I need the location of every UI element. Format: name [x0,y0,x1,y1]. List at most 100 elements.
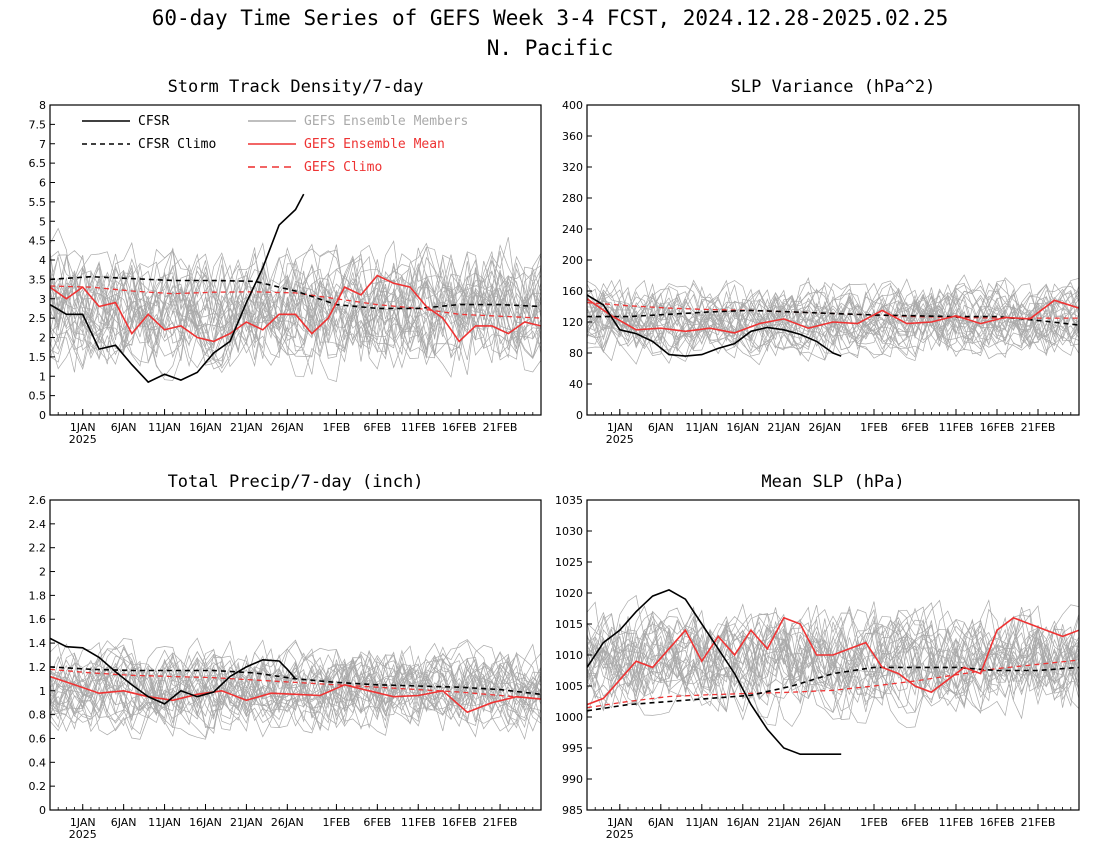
x-tick-label: 1JAN [70,421,96,434]
member-line [587,628,1079,702]
x-year-label: 2025 [606,433,634,446]
member-line [50,289,541,378]
member-line [587,305,1079,357]
y-tick-label: 0 [576,409,583,422]
ensemble-members [50,227,541,382]
cfsr-climo-line [587,666,1079,712]
member-line [587,618,1079,693]
y-tick-label: 7 [39,138,46,151]
y-tick-label: 1035 [555,494,583,507]
legend-label-ens-mean: GEFS Ensemble Mean [304,137,445,152]
member-line [50,644,541,713]
x-tick-label: 26JAN [271,816,304,829]
x-tick-label: 26JAN [808,816,841,829]
y-tick-label: 80 [569,347,583,360]
y-tick-label: 1015 [555,618,583,631]
y-tick-label: 2.2 [29,542,47,555]
figure-subtitle: N. Pacific [486,36,614,60]
panel-2: SLP Variance (hPa^2) 0 40 80 120 160 200 240 280… [562,77,1080,446]
y-tick-label: 1030 [555,525,583,538]
x-tick-label: 16JAN [189,816,222,829]
x-tick-label: 11FEB [939,421,974,434]
y-tick-label: 0.6 [29,732,47,745]
x-tick-label: 6FEB [363,816,391,829]
y-tick-label: 6 [39,177,46,190]
member-line [587,277,1079,335]
legend-label-cfsr-climo: CFSR Climo [138,137,216,152]
x-tick-label: 11JAN [685,421,718,434]
panel-1: Storm Track Density/7-day 0 0.5 1 1.5 2 2.5 3 3.… [29,77,542,446]
member-line [587,626,1079,720]
series-lines [50,637,541,714]
y-tick-label: 0.5 [29,390,47,403]
member-line [50,639,541,715]
y-tick-label: 1010 [555,649,583,662]
ensemble-members [587,274,1079,366]
member-line [587,611,1079,693]
y-tick-label: 0 [39,409,46,422]
x-tick-label: 6FEB [363,421,391,434]
member-line [50,672,541,741]
y-tick-label: 4.5 [29,235,47,248]
panel-4: Mean SLP (hPa) 985 990 995 1000 1005 1010 1015 1… [555,472,1080,841]
member-line [50,664,541,734]
x-tick-label: 16JAN [726,421,759,434]
panel-title: Storm Track Density/7-day [168,77,424,97]
gefs-climo-line [587,659,1079,709]
y-tick-label: 3 [39,293,46,306]
x-tick-label: 6JAN [648,421,674,434]
ensemble-members [50,637,541,741]
member-line [587,599,1079,688]
member-line [50,241,541,341]
member-line [50,287,541,369]
x-tick-label: 26JAN [808,421,841,434]
member-line [50,242,541,331]
member-line [50,653,541,721]
x-tick-label: 1FEB [860,816,888,829]
y-tick-label: 5 [39,215,46,228]
member-line [587,623,1079,699]
legend-label-gefs-climo: GEFS Climo [304,160,382,175]
x-tick-label: 21FEB [483,816,518,829]
y-tick-label: 1.8 [29,589,47,602]
plot-frame [49,499,542,811]
member-line [50,258,541,349]
member-line [50,280,541,377]
legend-label-members: GEFS Ensemble Members [304,114,468,129]
y-tick-label: 2 [39,332,46,345]
member-line [50,275,541,369]
member-line [50,640,541,711]
member-line [587,274,1079,337]
y-tick-label: 240 [562,223,583,236]
y-tick-label: 4 [39,254,46,267]
member-line [587,297,1079,359]
x-tick-label: 1JAN [70,816,96,829]
x-tick-label: 21JAN [230,421,263,434]
y-tick-label: 1 [39,370,46,383]
member-line [50,639,541,713]
x-tick-label: 1FEB [323,816,351,829]
y-tick-label: 985 [562,804,583,817]
x-tick-label: 16JAN [189,421,222,434]
member-line [587,614,1079,696]
member-line [50,671,541,739]
plot-frame [586,104,1080,416]
y-tick-label: 200 [562,254,583,267]
panel-title: Total Precip/7-day (inch) [168,472,424,492]
x-tick-label: 11JAN [148,816,181,829]
y-tick-label: 6.5 [29,157,47,170]
member-line [50,652,541,709]
member-line [587,295,1079,362]
y-tick-label: 1005 [555,680,583,693]
x-tick-label: 11FEB [939,816,974,829]
cfsr-line [50,193,305,384]
gefs-ensemble-mean-line [587,298,1079,334]
member-line [587,634,1079,717]
member-line [50,255,541,358]
legend: CFSR CFSR Climo GEFS Ensemble Members GEFS … [82,114,468,175]
x-tick-label: 16JAN [726,816,759,829]
member-line [50,242,541,348]
y-tick-label: 40 [569,378,583,391]
x-tick-label: 11JAN [148,421,181,434]
